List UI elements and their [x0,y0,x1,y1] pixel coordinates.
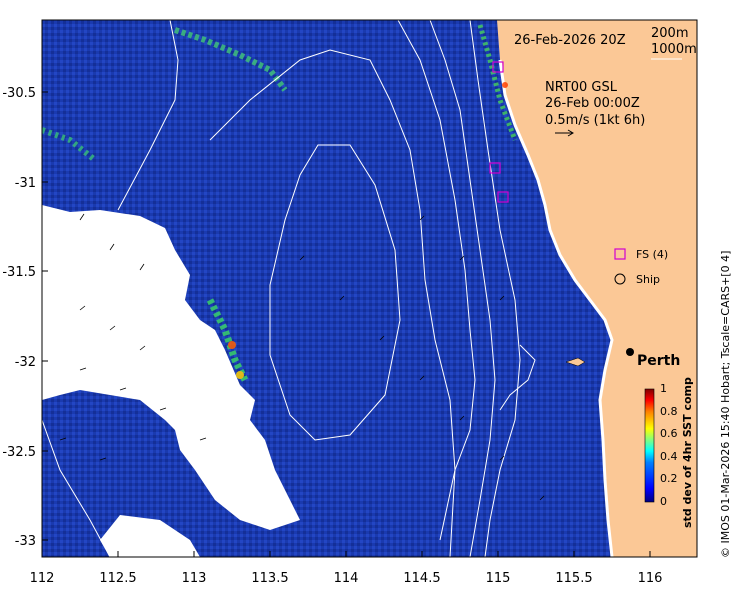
no-data-region-south [100,515,200,557]
x-tick-label: 115 [486,571,511,586]
scale-arrow [555,129,574,137]
colorbar: 1 0.8 0.6 0.4 0.2 0 std dev of 4hr SST c… [644,377,694,528]
colorbar-tick: 0.4 [660,450,678,463]
colorbar-title: std dev of 4hr SST comp [681,377,694,528]
fs-markers [489,61,509,203]
isobath-label-200: 200m [651,26,688,41]
isobath-label-1000: 1000m [651,42,697,57]
x-tick-label: 114 [334,571,359,586]
coast-fringe [498,59,614,557]
fs-marker [489,162,501,174]
y-axis: -30.5 -31 -31.5 -32 -32.5 -33 [2,86,48,549]
no-data-region [42,205,300,530]
colorbar-tick: 0.6 [660,427,678,440]
credit-label: © IMOS 01-Mar-2026 15:40 Hobart; Tscale=… [719,251,732,558]
fs-marker [497,191,509,203]
current-source-label: NRT00 GSL [545,80,618,95]
y-tick-label: -32.5 [2,445,36,460]
y-tick-label: -31.5 [2,265,36,280]
y-tick-label: -32 [15,355,36,370]
x-tick-label: 115.5 [555,571,592,586]
current-time-label: 26-Feb 00:00Z [545,96,640,111]
date-label: 26-Feb-2026 20Z [514,33,626,48]
contour-lines [42,20,536,557]
city-label: Perth [637,353,680,369]
colorbar-tick: 0 [660,495,667,508]
ship-legend-icon [614,273,626,285]
perth-marker [626,348,634,356]
fs-legend-icon [614,248,626,260]
current-scale-label: 0.5m/s (1kt 6h) [545,113,645,128]
y-tick-label: -31 [15,176,36,191]
fs-legend-label: FS (4) [636,248,668,261]
x-tick-label: 112 [30,571,55,586]
high-variance-streaks [42,24,518,382]
fs-marker [492,61,504,73]
colorbar-tick: 1 [660,382,667,395]
x-tick-label: 113.5 [251,571,288,586]
plot-frame [41,19,698,558]
island [565,357,586,367]
x-tick-label: 116 [638,571,663,586]
current-vectors [59,213,545,501]
x-tick-label: 113 [182,571,207,586]
colorbar-tick: 0.2 [660,472,678,485]
plot-area [42,20,697,557]
x-tick-label: 112.5 [99,571,136,586]
y-tick-label: -30.5 [2,86,36,101]
ship-legend-label: Ship [636,273,660,286]
x-axis: 112 112.5 113 113.5 114 114.5 115 115.5 … [30,551,663,586]
x-tick-label: 114.5 [403,571,440,586]
colorbar-tick: 0.8 [660,405,678,418]
y-tick-label: -33 [15,534,36,549]
